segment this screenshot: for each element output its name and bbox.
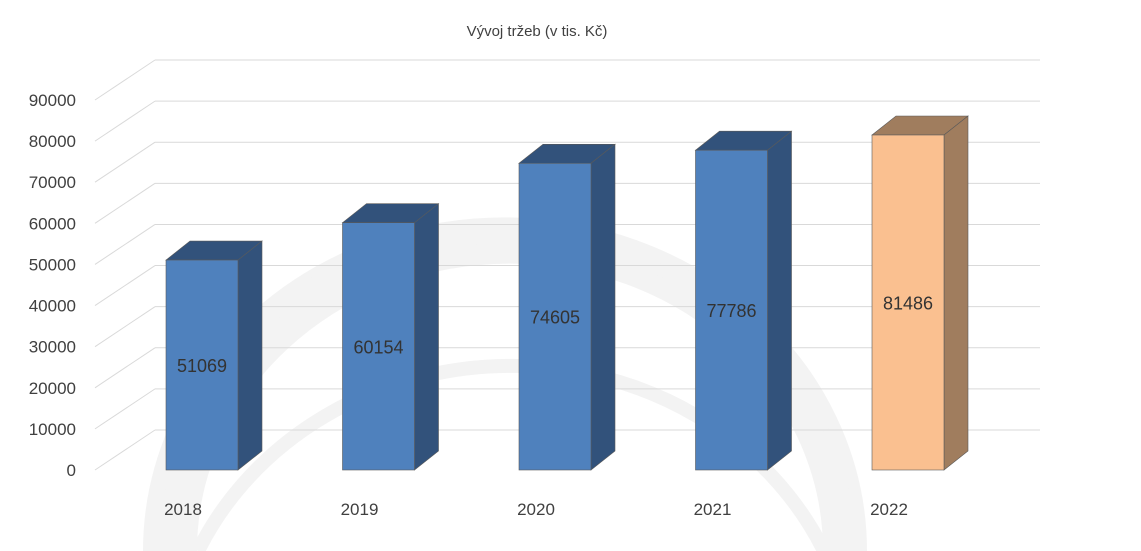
x-tick-label: 2018 [164, 500, 202, 519]
gridline-depth [94, 265, 156, 306]
gridline-depth [94, 182, 156, 224]
bar: 60154 [341, 203, 440, 471]
bar: 74605 [518, 143, 616, 471]
bar-side [767, 130, 792, 471]
gridline-depth [94, 306, 156, 348]
data-label: 60154 [353, 337, 403, 357]
data-label: 51069 [177, 356, 227, 376]
bars: 51069 60154 74605 77786 81486 [165, 115, 969, 471]
bar-side [414, 203, 439, 471]
data-label: 81486 [883, 294, 933, 314]
y-axis: 0 10000 20000 30000 40000 50000 60000 70000 8000… [29, 91, 76, 480]
y-tick-label: 20000 [29, 379, 76, 398]
gridline-depth [94, 347, 156, 389]
x-tick-label: 2019 [341, 500, 379, 519]
gridline-depth [94, 100, 156, 142]
bar-side [590, 143, 616, 471]
y-tick-label: 60000 [29, 214, 76, 233]
bar-side [943, 115, 969, 471]
gridline-depth [94, 388, 156, 430]
y-tick-label: 30000 [29, 338, 76, 357]
bar-front [342, 222, 415, 471]
y-tick-label: 70000 [29, 173, 76, 192]
x-tick-label: 2020 [517, 500, 555, 519]
data-label: 77786 [706, 301, 756, 321]
y-tick-label: 50000 [29, 255, 76, 274]
bar-front [695, 149, 768, 471]
x-tick-label: 2021 [694, 500, 732, 519]
gridline-depth [94, 141, 156, 183]
y-tick-label: 40000 [29, 297, 76, 316]
bar: 77786 [694, 130, 793, 471]
chart-title: Vývoj tržeb (v tis. Kč) [467, 23, 608, 40]
y-tick-label: 0 [67, 461, 76, 480]
bar: 81486 [871, 115, 969, 471]
gridline-depth [94, 429, 156, 471]
bar: 51069 [165, 240, 263, 471]
y-tick-label: 90000 [29, 91, 76, 110]
x-axis: 2018 2019 2020 2021 2022 [164, 500, 908, 519]
y-tick-label: 80000 [29, 132, 76, 151]
bar-front [518, 162, 592, 471]
data-label: 74605 [530, 308, 580, 328]
bar-front [165, 259, 239, 471]
y-tick-label: 10000 [29, 420, 76, 439]
gridline-depth [94, 224, 156, 265]
x-tick-label: 2022 [870, 500, 908, 519]
bar-side [237, 240, 263, 471]
gridline-depth [94, 59, 156, 101]
bar-front [871, 134, 945, 471]
